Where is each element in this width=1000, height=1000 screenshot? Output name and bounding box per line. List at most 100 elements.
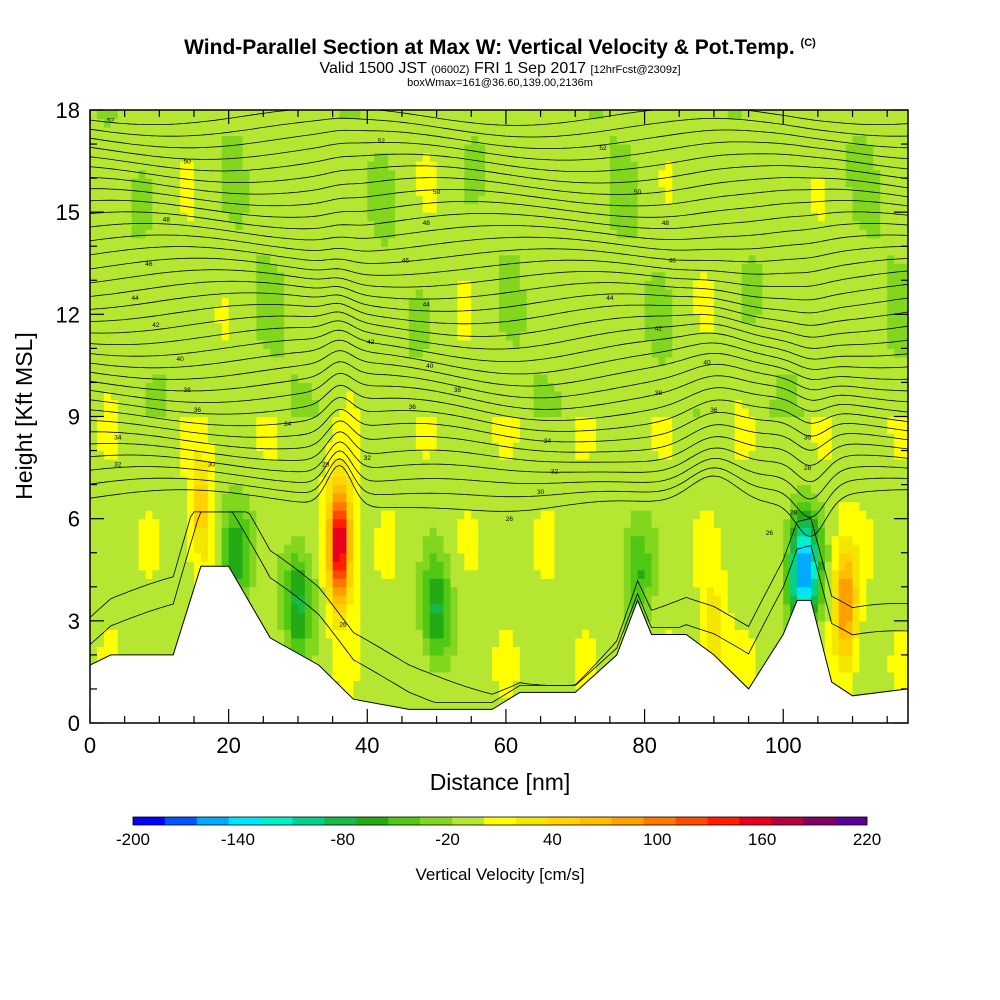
velocity-cell [547, 305, 556, 315]
velocity-cell [242, 373, 251, 384]
velocity-cell [304, 586, 313, 596]
velocity-cell [519, 237, 528, 247]
velocity-cell [339, 127, 348, 137]
velocity-cell [512, 382, 521, 392]
velocity-cell [492, 603, 500, 613]
velocity-cell [360, 544, 368, 554]
velocity-cell [533, 169, 542, 179]
velocity-cell [187, 263, 195, 273]
velocity-cell [339, 603, 348, 613]
velocity-cell [90, 271, 98, 281]
velocity-cell [457, 620, 465, 630]
velocity-cell [353, 425, 361, 435]
velocity-cell [249, 442, 257, 452]
velocity-cell [401, 348, 410, 358]
velocity-cell [110, 203, 119, 213]
velocity-cell [401, 646, 410, 656]
velocity-cell [471, 518, 479, 528]
velocity-cell [180, 144, 188, 154]
velocity-cell [519, 407, 528, 418]
velocity-cell [415, 595, 424, 605]
velocity-cell [346, 144, 355, 154]
velocity-cell [138, 229, 147, 239]
velocity-cell [318, 254, 327, 264]
velocity-cell [131, 390, 140, 401]
velocity-cell [138, 348, 147, 358]
velocity-cell [242, 348, 251, 358]
velocity-cell [485, 246, 493, 256]
velocity-cell [332, 629, 341, 639]
velocity-cell [228, 229, 237, 239]
velocity-cell [235, 373, 244, 384]
velocity-cell [540, 288, 549, 298]
velocity-cell [360, 365, 368, 375]
velocity-cell [311, 110, 320, 120]
velocity-cell [415, 186, 424, 196]
velocity-cell [353, 271, 361, 281]
velocity-cell [270, 263, 278, 273]
velocity-cell [422, 646, 431, 656]
velocity-cell [457, 280, 465, 290]
velocity-cell [159, 510, 167, 520]
velocity-cell [110, 144, 119, 154]
velocity-cell [249, 152, 257, 162]
velocity-cell [533, 569, 542, 579]
velocity-cell [304, 493, 313, 503]
velocity-cell [422, 586, 431, 596]
velocity-cell [381, 305, 389, 315]
velocity-cell [519, 331, 528, 341]
velocity-cell [110, 518, 119, 528]
velocity-cell [512, 399, 521, 409]
velocity-cell [311, 195, 320, 205]
velocity-cell [353, 620, 361, 630]
velocity-cell [242, 433, 251, 443]
velocity-cell [512, 518, 521, 528]
velocity-cell [415, 382, 424, 392]
velocity-cell [249, 501, 257, 511]
velocity-cell [242, 331, 251, 341]
velocity-cell [457, 305, 465, 315]
velocity-cell [540, 314, 549, 324]
velocity-cell [124, 476, 133, 486]
velocity-cell [311, 595, 320, 605]
velocity-cell [291, 356, 299, 367]
velocity-cell [166, 646, 174, 656]
velocity-cell [436, 603, 445, 613]
velocity-cell [505, 288, 514, 298]
velocity-cell [519, 561, 528, 571]
velocity-cell [214, 144, 223, 154]
velocity-cell [478, 127, 486, 137]
velocity-cell [395, 612, 403, 622]
velocity-cell [415, 203, 424, 213]
velocity-cell [228, 195, 237, 205]
velocity-cell [332, 561, 341, 571]
velocity-cell [478, 314, 486, 324]
velocity-cell [228, 527, 237, 537]
velocity-cell [526, 620, 535, 630]
velocity-cell [422, 110, 431, 120]
velocity-cell [284, 263, 292, 273]
velocity-cell [284, 288, 292, 298]
velocity-cell [450, 561, 458, 571]
velocity-cell [90, 390, 98, 401]
velocity-cell [277, 373, 285, 384]
velocity-cell [505, 552, 514, 562]
velocity-cell [540, 254, 549, 264]
velocity-cell [415, 637, 424, 647]
velocity-cell [436, 535, 445, 545]
velocity-cell [485, 169, 493, 179]
velocity-cell [318, 356, 327, 367]
velocity-cell [103, 195, 112, 205]
velocity-cell [214, 390, 223, 401]
velocity-cell [221, 510, 230, 520]
velocity-cell [103, 212, 112, 222]
velocity-cell [492, 697, 500, 707]
velocity-cell [443, 331, 452, 341]
velocity-cell [471, 407, 479, 418]
velocity-cell [117, 620, 126, 630]
velocity-cell [96, 220, 105, 230]
velocity-cell [193, 288, 202, 298]
velocity-cell [547, 663, 556, 673]
velocity-cell [561, 620, 569, 630]
